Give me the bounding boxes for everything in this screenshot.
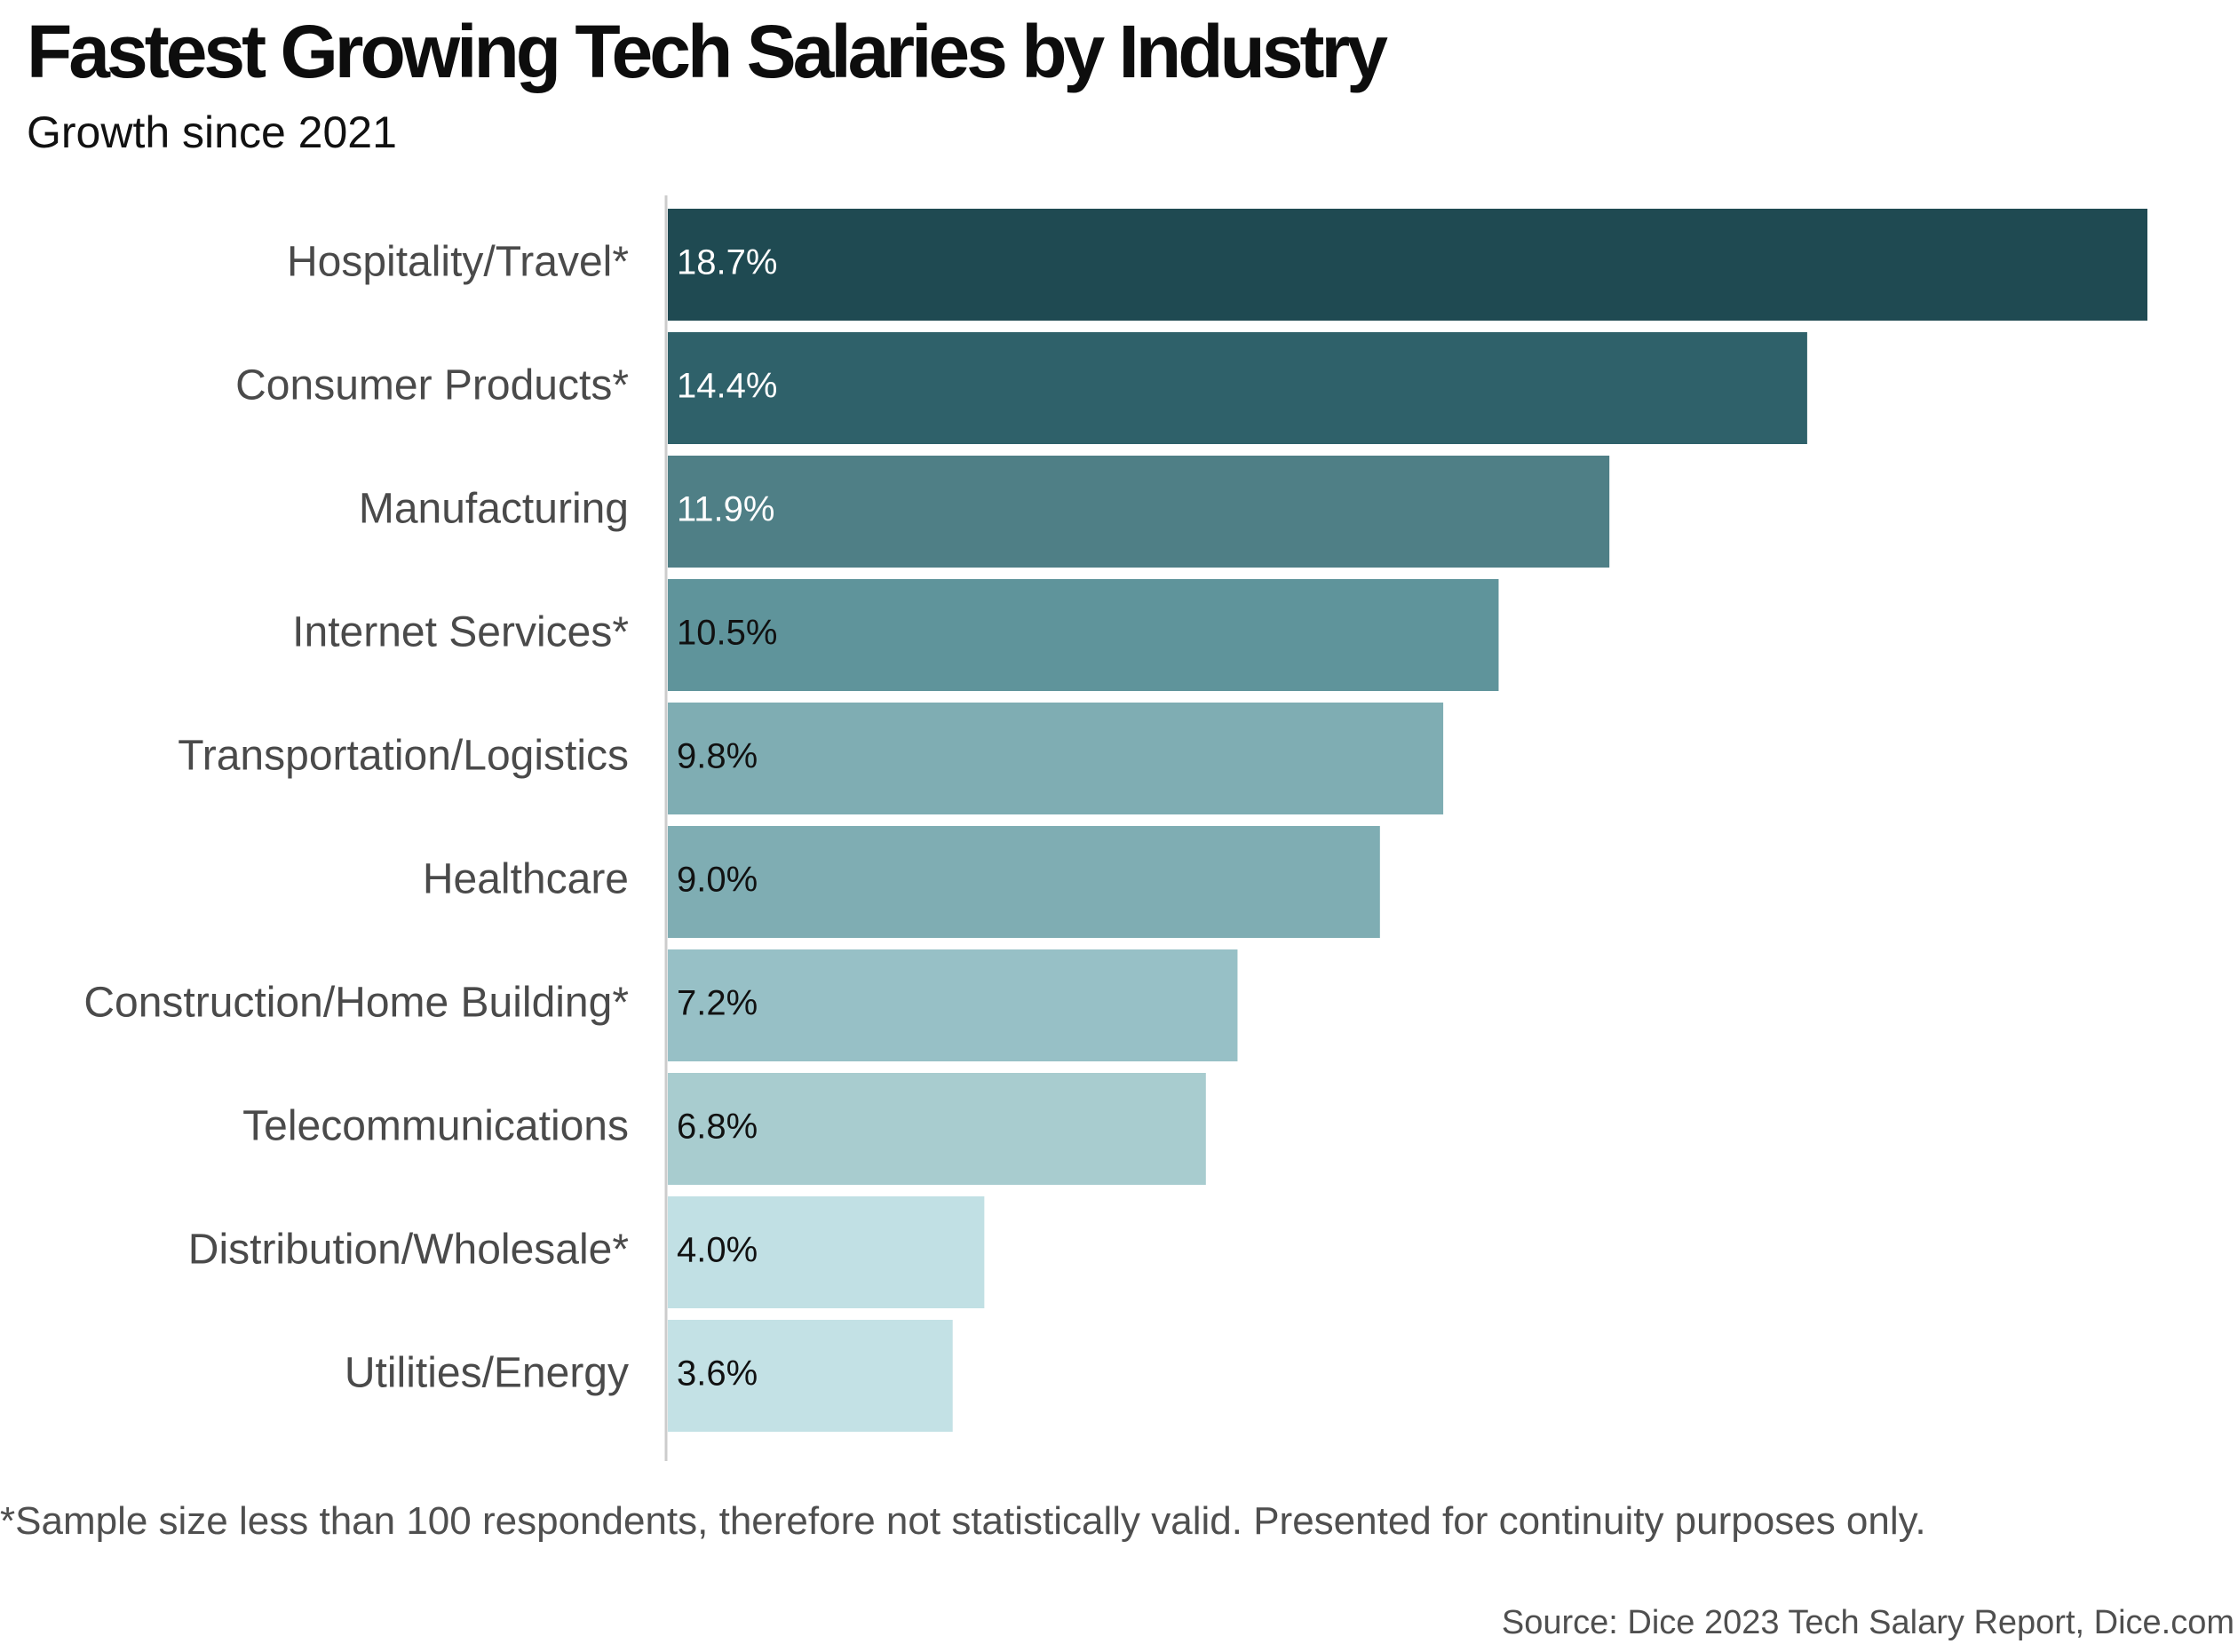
bar (668, 826, 1380, 938)
bar (668, 579, 1499, 691)
bar (668, 209, 2147, 321)
category-label: Construction/Home Building* (83, 980, 629, 1027)
bars-group: Hospitality/Travel* 18.7% Consumer Product… (83, 209, 2147, 1432)
bar (668, 703, 1444, 814)
value-label: 9.0% (677, 861, 758, 900)
category-label: Manufacturing (359, 486, 629, 533)
category-label: Healthcare (423, 856, 629, 903)
value-label: 4.0% (677, 1231, 758, 1270)
bar (668, 949, 1238, 1061)
footnote: *Sample size less than 100 respondents, … (0, 1499, 1926, 1543)
value-label: 10.5% (677, 614, 777, 653)
category-label: Distribution/Wholesale* (188, 1227, 629, 1274)
value-label: 7.2% (677, 984, 758, 1023)
chart-subtitle: Growth since 2021 (27, 107, 397, 157)
source-note: Source: Dice 2023 Tech Salary Report, Di… (1501, 1604, 2234, 1641)
value-label: 18.7% (677, 243, 777, 282)
value-label: 14.4% (677, 367, 777, 406)
category-label: Hospitality/Travel* (287, 239, 629, 286)
bar (668, 456, 1610, 568)
bar (668, 1320, 953, 1432)
bar (668, 1073, 1206, 1185)
category-label: Transportation/Logistics (178, 733, 629, 780)
value-label: 6.8% (677, 1108, 758, 1147)
category-label: Utilities/Energy (345, 1350, 629, 1397)
category-label: Telecommunications (242, 1103, 629, 1150)
value-label: 11.9% (677, 490, 774, 529)
value-label: 9.8% (677, 737, 758, 776)
bar-chart: Hospitality/Travel* 18.7% Consumer Product… (83, 195, 2147, 1461)
category-label: Internet Services* (292, 609, 629, 656)
bar (668, 332, 1807, 444)
bar (668, 1196, 985, 1308)
value-label: 3.6% (677, 1354, 758, 1394)
category-label: Consumer Products* (235, 362, 629, 409)
chart-title: Fastest Growing Tech Salaries by Industr… (27, 10, 1388, 93)
